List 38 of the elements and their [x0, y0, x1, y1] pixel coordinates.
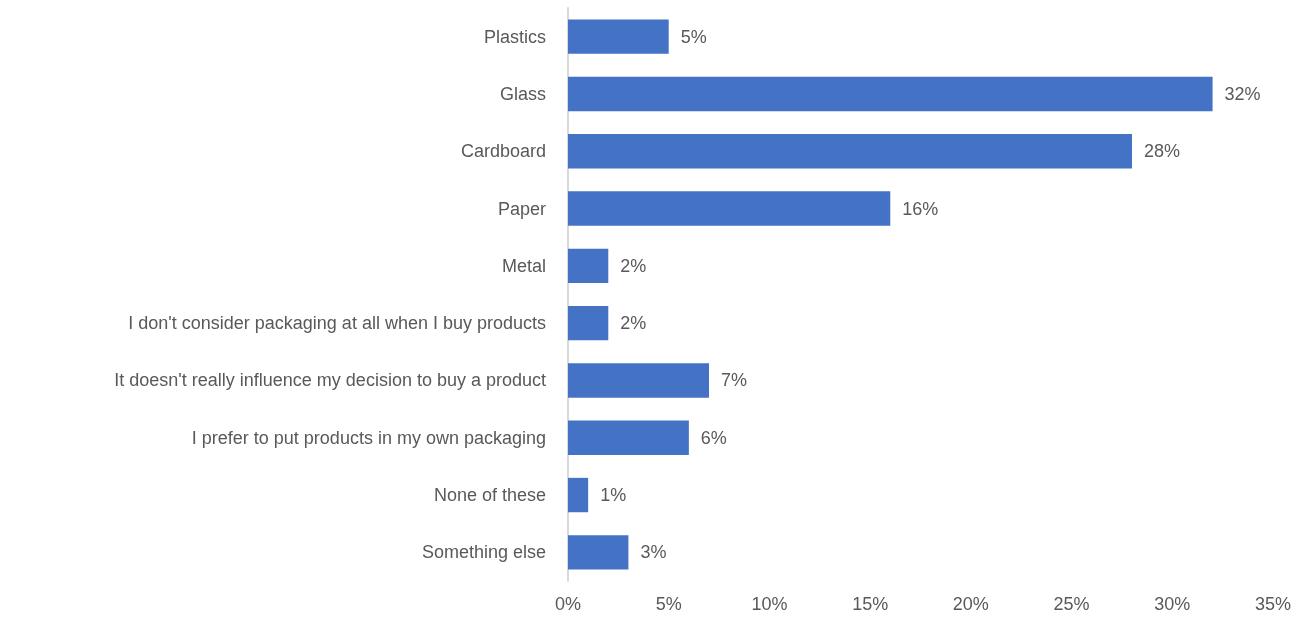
data-label: 6% — [700, 427, 727, 448]
x-tick-label: 25% — [1053, 594, 1090, 614]
bar — [568, 305, 609, 341]
x-tick-label: 15% — [852, 594, 889, 614]
data-label: 5% — [680, 26, 707, 47]
y-tick-label: I prefer to put products in my own packaging — [191, 427, 546, 448]
data-label: 16% — [902, 198, 939, 219]
bar — [568, 76, 1213, 112]
y-tick-label: Something else — [421, 542, 546, 563]
bar — [568, 191, 891, 226]
y-tick-label: Cardboard — [460, 141, 546, 162]
bar — [568, 477, 589, 513]
x-tick-label: 0% — [554, 594, 582, 614]
data-label: 2% — [620, 255, 647, 276]
bar — [568, 363, 709, 398]
data-label: 28% — [1144, 141, 1181, 162]
bar — [568, 535, 629, 570]
bar — [568, 420, 689, 455]
data-label: 3% — [640, 542, 667, 563]
y-tick-label: Metal — [501, 255, 546, 276]
y-tick-label: Glass — [499, 83, 546, 104]
x-tick-label: 10% — [751, 594, 788, 614]
x-tick-label: 20% — [952, 594, 989, 614]
bar — [568, 248, 609, 284]
x-tick-label: 35% — [1254, 594, 1292, 614]
y-tick-label: None of these — [433, 485, 546, 506]
bar — [568, 134, 1132, 169]
data-label: 7% — [721, 370, 748, 391]
x-tick-label: 30% — [1154, 594, 1191, 614]
data-label: 2% — [620, 313, 647, 334]
bar — [568, 19, 669, 54]
y-tick-label: Paper — [497, 198, 546, 219]
data-label: 1% — [600, 485, 627, 506]
y-tick-label: Plastics — [483, 26, 546, 47]
x-tick-label: 5% — [655, 594, 682, 614]
data-label: 32% — [1224, 83, 1261, 104]
y-tick-label: I don't consider packaging at all when I buy products — [128, 313, 546, 334]
y-tick-label: It doesn't really influence my decision to buy a product — [114, 370, 546, 391]
